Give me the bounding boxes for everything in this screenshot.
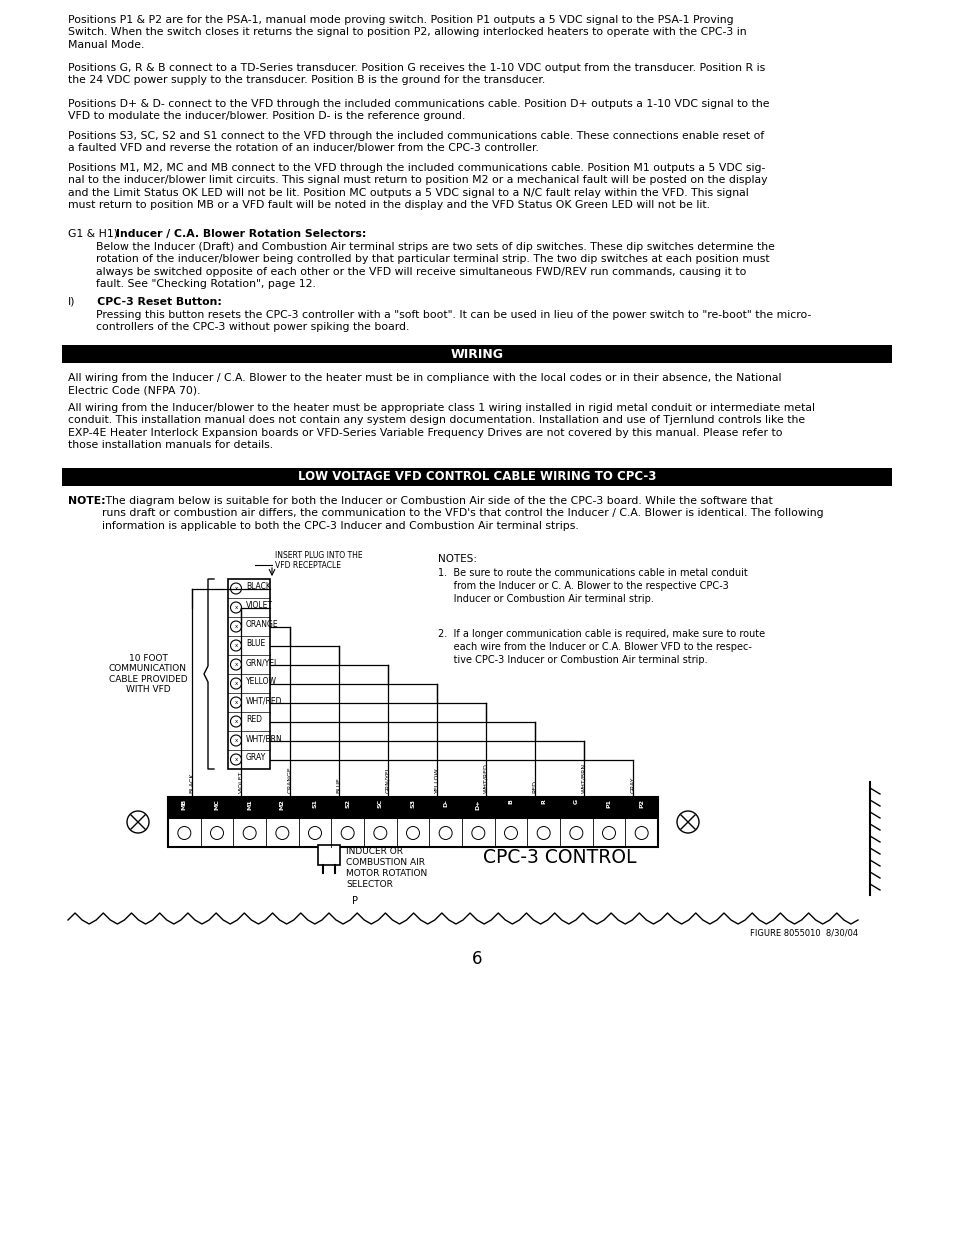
- Text: BLUE: BLUE: [336, 777, 341, 793]
- Text: FIGURE 8055010  8/30/04: FIGURE 8055010 8/30/04: [749, 927, 857, 937]
- Text: All wiring from the Inducer / C.A. Blower to the heater must be in compliance wi: All wiring from the Inducer / C.A. Blowe…: [68, 373, 781, 395]
- Text: MC: MC: [214, 799, 219, 810]
- Text: x: x: [234, 662, 237, 667]
- Text: x: x: [234, 757, 237, 762]
- Text: BLUE: BLUE: [246, 638, 265, 648]
- Text: G1 & H1): G1 & H1): [68, 228, 121, 240]
- Text: YELLOW: YELLOW: [246, 677, 276, 685]
- Text: VIOLET: VIOLET: [246, 601, 273, 610]
- Text: x: x: [234, 585, 237, 592]
- Text: Inducer / C.A. Blower Rotation Selectors:: Inducer / C.A. Blower Rotation Selectors…: [116, 228, 366, 240]
- Text: ORANGE: ORANGE: [246, 620, 278, 629]
- Text: 10 FOOT
COMMUNICATION
CABLE PROVIDED
WITH VFD: 10 FOOT COMMUNICATION CABLE PROVIDED WIT…: [109, 653, 187, 694]
- Text: NOTE:: NOTE:: [68, 496, 106, 506]
- Text: G: G: [574, 799, 578, 804]
- Text: WHT/RED: WHT/RED: [246, 697, 282, 705]
- Text: 6: 6: [471, 950, 482, 968]
- Text: x: x: [234, 643, 237, 648]
- Bar: [228, 579, 270, 769]
- Text: x: x: [234, 605, 237, 610]
- Text: I): I): [68, 296, 75, 308]
- Text: 2.  If a longer communication cable is required, make sure to route
     each wi: 2. If a longer communication cable is re…: [437, 629, 764, 666]
- Text: S3: S3: [410, 799, 416, 808]
- Text: D+: D+: [476, 799, 480, 809]
- Text: YELLOW: YELLOW: [434, 767, 439, 793]
- Text: GRAY: GRAY: [630, 777, 635, 793]
- Text: x: x: [234, 680, 237, 685]
- Text: INSERT PLUG INTO THE
VFD RECEPTACLE: INSERT PLUG INTO THE VFD RECEPTACLE: [274, 551, 362, 571]
- Text: CPC-3 Reset Button:: CPC-3 Reset Button:: [86, 296, 222, 308]
- Text: R: R: [540, 799, 546, 804]
- Text: Positions S3, SC, S2 and S1 connect to the VFD through the included communicatio: Positions S3, SC, S2 and S1 connect to t…: [68, 131, 763, 153]
- Text: GRN/YEL: GRN/YEL: [246, 658, 279, 667]
- Text: Below the Inducer (Draft) and Combustion Air terminal strips are two sets of dip: Below the Inducer (Draft) and Combustion…: [96, 242, 774, 289]
- Text: S1: S1: [313, 799, 317, 808]
- Text: P2: P2: [639, 799, 643, 808]
- Text: x: x: [234, 719, 237, 724]
- Bar: [62, 345, 891, 363]
- Text: SC: SC: [377, 799, 382, 808]
- Text: GRAY: GRAY: [246, 753, 266, 762]
- Text: D-: D-: [443, 799, 448, 806]
- Bar: [168, 797, 658, 847]
- Text: S2: S2: [345, 799, 350, 808]
- Text: Positions D+ & D- connect to the VFD through the included communications cable. : Positions D+ & D- connect to the VFD thr…: [68, 99, 769, 121]
- Bar: [168, 797, 658, 819]
- Text: NOTES:: NOTES:: [437, 555, 476, 564]
- Text: LOW VOLTAGE VFD CONTROL CABLE WIRING TO CPC-3: LOW VOLTAGE VFD CONTROL CABLE WIRING TO …: [297, 471, 656, 483]
- Text: WHT/BRN: WHT/BRN: [581, 763, 586, 793]
- Text: Positions G, R & B connect to a TD-Series transducer. Position G receives the 1-: Positions G, R & B connect to a TD-Serie…: [68, 63, 764, 85]
- Text: VIOLET: VIOLET: [238, 771, 243, 793]
- Text: MB: MB: [182, 799, 187, 810]
- Text: x: x: [234, 624, 237, 629]
- Text: 1.  Be sure to route the communications cable in metal conduit
     from the Ind: 1. Be sure to route the communications c…: [437, 568, 747, 604]
- Text: WHT/RED: WHT/RED: [483, 763, 488, 793]
- Text: Positions P1 & P2 are for the PSA-1, manual mode proving switch. Position P1 out: Positions P1 & P2 are for the PSA-1, man…: [68, 15, 746, 49]
- Text: BLACK: BLACK: [190, 773, 194, 793]
- Text: All wiring from the Inducer/blower to the heater must be appropriate class 1 wir: All wiring from the Inducer/blower to th…: [68, 403, 814, 451]
- Text: RED: RED: [532, 781, 537, 793]
- Text: Pressing this button resets the CPC-3 controller with a "soft boot". It can be u: Pressing this button resets the CPC-3 co…: [96, 310, 810, 332]
- Text: M2: M2: [279, 799, 285, 810]
- Text: P1: P1: [606, 799, 611, 808]
- Bar: [317, 845, 339, 864]
- Text: Positions M1, M2, MC and MB connect to the VFD through the included communicatio: Positions M1, M2, MC and MB connect to t…: [68, 163, 767, 210]
- Text: x: x: [234, 739, 237, 743]
- Text: GRN/YEL: GRN/YEL: [385, 766, 390, 793]
- Text: M1: M1: [247, 799, 252, 810]
- Text: BLACK: BLACK: [246, 582, 271, 592]
- Text: ORANGE: ORANGE: [287, 766, 293, 793]
- Text: The diagram below is suitable for both the Inducer or Combustion Air side of the: The diagram below is suitable for both t…: [102, 496, 822, 531]
- Text: CPC-3 CONTROL: CPC-3 CONTROL: [482, 848, 636, 867]
- Text: INDUCER OR
COMBUSTION AIR
MOTOR ROTATION
SELECTOR: INDUCER OR COMBUSTION AIR MOTOR ROTATION…: [346, 847, 427, 889]
- Text: P: P: [352, 897, 357, 906]
- Text: B: B: [508, 799, 513, 804]
- Bar: [62, 468, 891, 487]
- Text: x: x: [234, 700, 237, 705]
- Text: WHT/BRN: WHT/BRN: [246, 734, 282, 743]
- Text: WIRING: WIRING: [450, 347, 503, 361]
- Text: RED: RED: [246, 715, 262, 724]
